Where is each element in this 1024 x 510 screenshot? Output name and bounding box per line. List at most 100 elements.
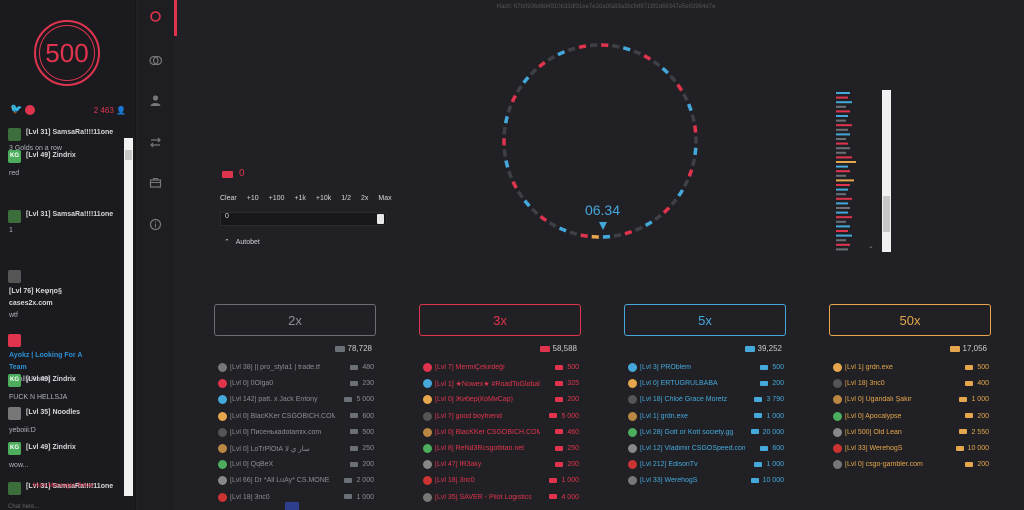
quick-bet-button[interactable]: +10k (315, 195, 332, 202)
bettor-name[interactable]: [Lvl 0] 0Olga0 (230, 380, 274, 388)
bettor-name[interactable]: [Lvl 142] patt. x Jack Entony (230, 396, 318, 404)
bet-3x-button[interactable]: 3x (419, 304, 581, 336)
avatar[interactable] (423, 427, 432, 437)
site-logo[interactable]: 500 (34, 20, 100, 86)
twitter-icon[interactable]: 🐦 (10, 104, 23, 115)
bettor-name[interactable]: [Lvl 0] csgo-gambler.com (845, 461, 923, 469)
avatar[interactable] (423, 411, 432, 421)
avatar[interactable] (833, 443, 842, 453)
chat-username-line2[interactable]: Team (9, 364, 27, 371)
quick-bet-button[interactable]: Max (378, 195, 392, 202)
chat-username[interactable]: [Lvl 49] Zindrix (26, 444, 76, 451)
avatar[interactable] (423, 443, 432, 453)
quick-bet-button[interactable]: +1k (294, 195, 306, 202)
avatar[interactable] (628, 395, 637, 405)
chat-username[interactable]: [Lvl 31] SamsaRa!!!!11one (26, 211, 114, 218)
avatar[interactable] (833, 395, 842, 405)
avatar[interactable] (628, 460, 637, 470)
chat-username[interactable]: [Lvl 31] SamsaRa!!!!11one (26, 129, 114, 136)
chat-input[interactable]: Chat here... (8, 504, 40, 510)
language-flag-icon[interactable] (285, 502, 299, 510)
chat-username[interactable]: [Lvl 35] Noodles (26, 409, 81, 416)
chat-username-line2[interactable]: cases2x.com (9, 300, 53, 307)
quick-bet-button[interactable]: +10 (246, 195, 259, 202)
bettor-name[interactable]: [Lvl 28] Gott or Kott society.gg (640, 428, 734, 436)
bettor-name[interactable]: [Lvl 0] QqBeX (230, 461, 274, 469)
avatar[interactable] (628, 411, 637, 421)
bettor-name[interactable]: [Lvl 66] Dr *All LuAy* CS.MONE (230, 477, 330, 485)
exchange-icon[interactable] (149, 136, 162, 149)
bettor-name[interactable]: [Lvl 500] Old Lean (845, 428, 902, 436)
quick-bet-button[interactable]: 2x (360, 195, 369, 202)
history-scrollbar[interactable] (882, 90, 891, 252)
avatar[interactable] (833, 460, 842, 470)
bet-2x-button[interactable]: 2x (214, 304, 376, 336)
avatar[interactable] (423, 476, 432, 486)
bettor-name[interactable]: [Lvl 0] Писенькаdotamix.com (230, 428, 322, 436)
bettor-name[interactable]: [Lvl 3] PROblem (640, 364, 691, 371)
bettor-name[interactable]: [Lvl 0] LoTrPlOtА سار ي لا (230, 445, 310, 453)
bettor-name[interactable]: [Lvl 7] good boyfriend (435, 412, 502, 420)
bettor-name[interactable]: [Lvl 0] Ugandalı Şakir (845, 396, 912, 404)
bettor-name[interactable]: [Lvl 12] Vladimir CSGOSpeed.com (640, 444, 745, 452)
avatar[interactable] (628, 379, 637, 389)
avatar[interactable] (833, 411, 842, 421)
bettor-name[interactable]: [Lvl 35] SAVER - Pilot Logistics (435, 493, 532, 501)
avatar[interactable] (628, 363, 637, 372)
avatar[interactable] (423, 363, 432, 372)
avatar[interactable] (8, 482, 21, 495)
avatar[interactable] (218, 443, 227, 453)
user-icon[interactable] (149, 94, 162, 107)
quick-bet-button[interactable]: 1/2 (341, 195, 351, 202)
bettor-name[interactable]: [Lvl 0] ERTUĞRULBABA (640, 380, 718, 388)
avatar[interactable] (628, 427, 637, 437)
bettor-name[interactable]: [Lvl 8] ReNd3Rcsgottitan.net (435, 444, 525, 452)
avatar[interactable] (833, 363, 842, 372)
avatar[interactable] (833, 427, 842, 437)
avatar[interactable] (8, 128, 21, 141)
chat-username[interactable]: [Lvl 76] Keφηο§ (9, 288, 62, 295)
avatar[interactable] (218, 411, 227, 421)
info-icon[interactable] (149, 218, 162, 231)
bettor-name[interactable]: [Lvl 1] ★Nowex★ #RoadToGlobal (435, 381, 540, 389)
avatar[interactable] (218, 492, 227, 502)
bet-50x-button[interactable]: 50x (829, 304, 991, 336)
chat-scrollbar[interactable] (124, 138, 133, 496)
avatar[interactable] (628, 476, 637, 486)
quick-bet-button[interactable]: Clear (220, 195, 237, 202)
more-messages-link[interactable]: More Messages Below (33, 483, 94, 489)
avatar[interactable] (423, 379, 432, 389)
bettor-name[interactable]: [Lvl 18] 3ric0 (845, 380, 885, 388)
coinflip-icon[interactable] (149, 54, 162, 67)
roulette-icon[interactable] (149, 10, 162, 23)
avatar[interactable] (8, 407, 21, 420)
avatar[interactable] (8, 270, 21, 283)
avatar[interactable] (218, 476, 227, 486)
shop-icon[interactable] (149, 176, 162, 189)
avatar[interactable] (218, 395, 227, 405)
avatar[interactable] (423, 492, 432, 502)
autobet-toggle[interactable]: ⌃ Autobet (224, 238, 260, 246)
avatar[interactable] (423, 460, 432, 470)
avatar[interactable] (423, 395, 432, 405)
bettor-name[interactable]: [Lvl 0] BlacKKer CSGOBICH.COM (435, 428, 540, 436)
quick-bet-button[interactable]: +100 (268, 195, 285, 202)
bettor-name[interactable]: [Lvl 33] WerehogS (640, 477, 698, 485)
bet-amount-input[interactable]: 0 (220, 212, 387, 226)
chat-username[interactable]: [Lvl 49] Zindrix (26, 152, 76, 159)
bettor-name[interactable]: [Lvl 0] BlacKKer CSGOBICH.COM (230, 412, 335, 420)
bettor-name[interactable]: [Lvl 38] || pro_styla1 | trade.tf (230, 364, 320, 371)
bet-5x-button[interactable]: 5x (624, 304, 786, 336)
bettor-name[interactable]: [Lvl 0] Apocalypse (845, 412, 902, 420)
chat-username[interactable]: [Lvl 49] Zindrix (26, 376, 76, 383)
avatar[interactable] (8, 334, 21, 347)
avatar[interactable] (628, 443, 637, 453)
steam-icon[interactable] (25, 105, 35, 115)
avatar[interactable] (833, 379, 842, 389)
avatar[interactable] (218, 379, 227, 389)
bettor-name[interactable]: [Lvl 47] fR3aky (435, 461, 482, 469)
bet-amount-stepper[interactable] (377, 214, 384, 224)
avatar[interactable]: KG (8, 442, 21, 455)
bettor-name[interactable]: [Lvl 1] grdn.exe (640, 412, 688, 420)
chat-username[interactable]: [Lvl 31] SamsaRa!!!!11one (26, 483, 114, 490)
